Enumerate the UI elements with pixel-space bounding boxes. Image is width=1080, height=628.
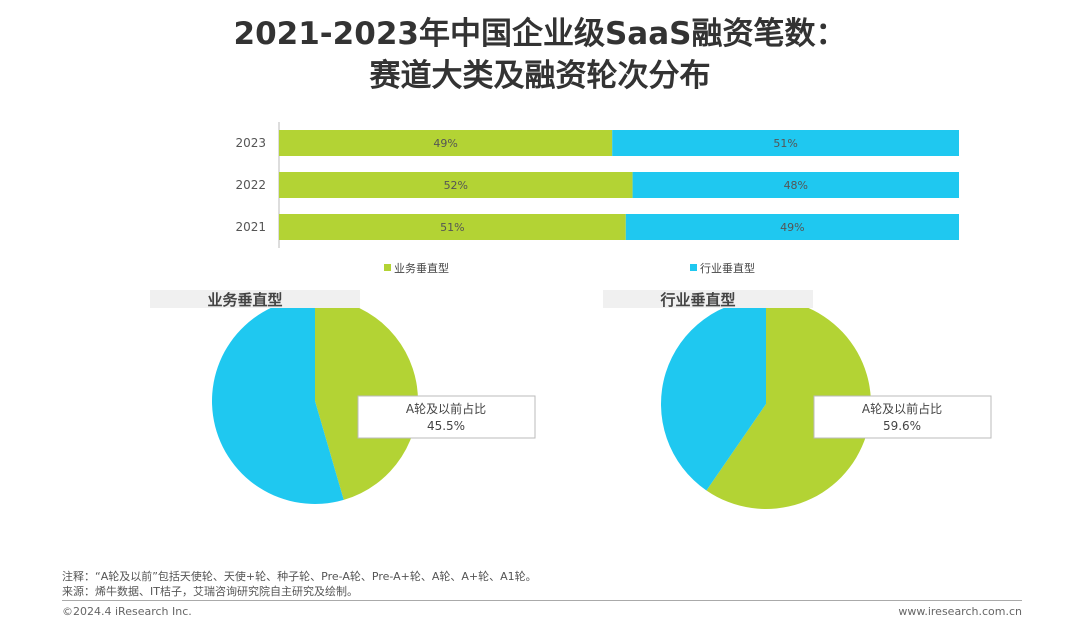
- chart-subtitle: 赛道大类及融资轮次分布: [369, 58, 711, 94]
- bar-segment: [279, 172, 633, 198]
- footer-divider: [62, 600, 1022, 601]
- pie-title: 行业垂直型: [659, 291, 735, 309]
- pie-title: 业务垂直型: [207, 291, 282, 309]
- pie-annotation-label: A轮及以前占比: [862, 401, 942, 416]
- pie-annotation-value: 59.6%: [883, 419, 921, 433]
- legend-swatch: [690, 264, 697, 271]
- pie-annotation-box: [357, 395, 536, 439]
- legend-label: 业务垂直型: [394, 261, 449, 275]
- website-link[interactable]: www.iresearch.com.cn: [898, 605, 1022, 618]
- bar-segment: [279, 130, 613, 156]
- pie-slice: [661, 299, 766, 491]
- pie-slice: [706, 299, 872, 510]
- legend-swatch: [384, 264, 391, 271]
- copyright: ©2024.4 iResearch Inc.: [62, 605, 192, 618]
- pie-annotation-value: 45.5%: [427, 419, 465, 433]
- bar-segment: [279, 214, 626, 240]
- pie-annotation-box: [813, 395, 992, 439]
- y-tick-label: 2021: [235, 220, 266, 234]
- bar-data-label: 51%: [440, 221, 464, 234]
- chart-title: 2021-2023年中国企业级SaaS融资笔数：: [233, 16, 847, 52]
- bar-segment: [612, 130, 959, 156]
- bar-data-label: 51%: [773, 137, 797, 150]
- bar-data-label: 52%: [444, 179, 468, 192]
- source-text: 来源：烯牛数据、IT桔子，艾瑞咨询研究院自主研究及绘制。: [62, 585, 358, 598]
- pie-title-bg: [150, 290, 360, 308]
- bar-data-label: 49%: [780, 221, 804, 234]
- bar-data-label: 49%: [433, 137, 457, 150]
- bar-segment: [625, 214, 959, 240]
- legend-label: 行业垂直型: [700, 261, 755, 275]
- bar-data-label: 48%: [784, 179, 808, 192]
- pie-annotation-label: A轮及以前占比: [406, 401, 486, 416]
- pie-title-bg: [603, 290, 813, 308]
- note-text: 注释：“A轮及以前”包括天使轮、天使+轮、种子轮、Pre-A轮、Pre-A+轮、…: [62, 570, 537, 583]
- y-tick-label: 2023: [235, 136, 266, 150]
- bar-segment: [632, 172, 959, 198]
- y-tick-label: 2022: [235, 178, 266, 192]
- pie-slice: [211, 298, 344, 504]
